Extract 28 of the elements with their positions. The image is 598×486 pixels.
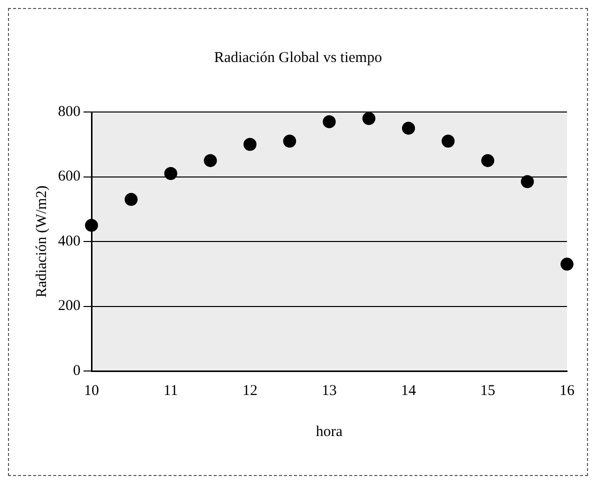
x-tick-label: 15 [480,382,496,399]
point [402,122,415,135]
point [520,175,534,188]
x-tick-label: 16 [560,382,575,399]
x-tick-label: 12 [242,382,258,399]
point [164,167,178,180]
chart-title: Radiación Global vs tiempo [214,50,382,66]
point [204,154,217,168]
x-tick-label: 13 [322,382,337,399]
point [362,112,376,125]
y-tick-label: 200 [58,298,80,314]
point [283,134,296,148]
y-tick-label: 600 [58,168,80,185]
x-axis-title: hora [316,424,343,440]
y-tick-label: 800 [58,104,80,120]
point [442,134,455,148]
x-tick-label: 14 [401,382,416,399]
point [322,115,336,128]
x-tick-label: 11 [164,382,178,399]
point [481,154,494,168]
y-tick-label: 400 [58,233,80,250]
point [560,258,574,271]
point [244,138,256,151]
point [85,218,98,232]
y-tick-label: 0 [73,362,80,379]
x-tick-label: 10 [84,382,99,399]
point [124,192,138,206]
y-axis-title: Radiación (W/m2) [34,185,50,298]
